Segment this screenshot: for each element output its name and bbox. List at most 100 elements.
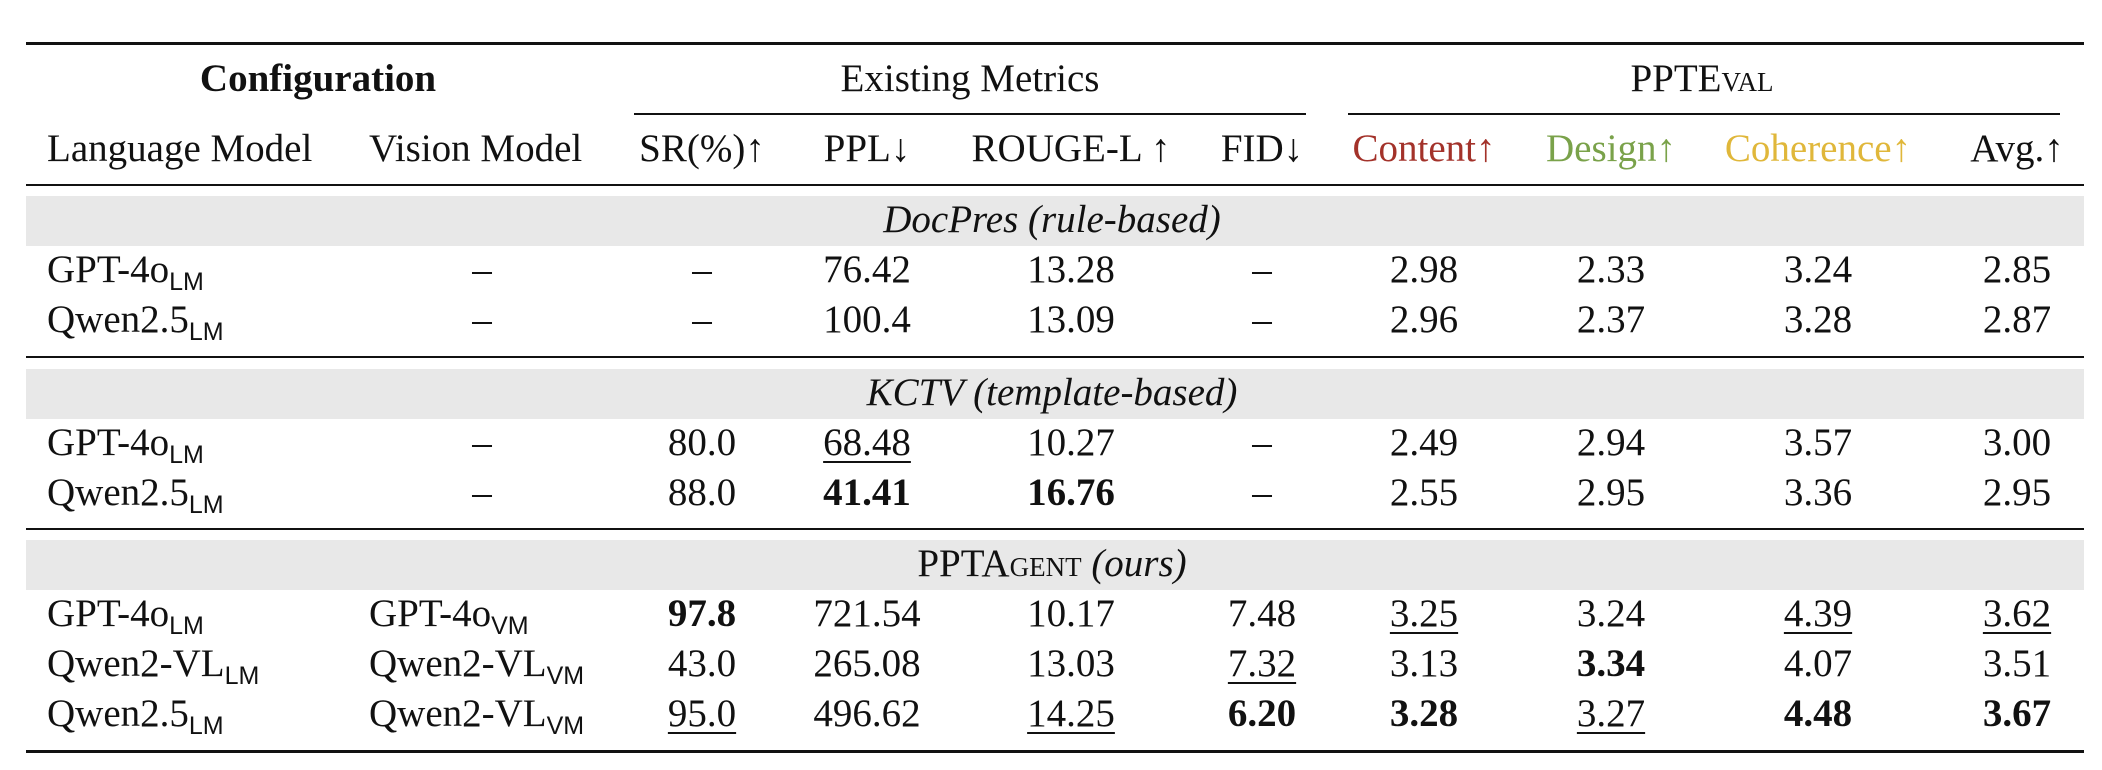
cell-content: 3.25 [1389, 592, 1459, 635]
cell-coherence: 4.39 [1783, 592, 1853, 635]
cell-design: 2.95 [1576, 471, 1646, 514]
cell-sr: – [692, 248, 712, 291]
section-title-docpres: DocPres (rule-based) [883, 198, 1221, 241]
cell-design: 2.37 [1576, 298, 1646, 341]
cell-design: 3.27 [1576, 692, 1646, 735]
header-rule [26, 184, 2084, 186]
cell-ppl: 41.41 [823, 471, 911, 514]
cell-avg: 3.00 [1982, 421, 2052, 464]
cell-fid: – [1252, 248, 1272, 291]
section-rule-2 [26, 528, 2084, 530]
cell-ppl: 721.54 [813, 592, 921, 635]
col-header-design: Design↑ [1546, 127, 1676, 170]
cell-fid: – [1252, 298, 1272, 341]
cell-ppl: 265.08 [813, 642, 921, 685]
col-header-vision-model: Vision Model [369, 127, 583, 170]
cell-language-model: GPT-4oLM [47, 420, 204, 478]
cell-language-model: Qwen2-VLLM [47, 641, 259, 699]
bottom-rule [26, 750, 2084, 753]
cell-language-model-text: GPT-4o [47, 421, 170, 464]
cell-language-model: Qwen2.5LM [47, 297, 224, 355]
cell-language-model-text: GPT-4o [47, 592, 170, 635]
col-header-rouge: ROUGE-L ↑ [971, 127, 1171, 170]
section-band-pptagent [26, 540, 2084, 590]
top-rule [26, 42, 2084, 45]
cell-vision-model: Qwen2-VLVM [369, 641, 584, 699]
cell-vision-model: – [472, 298, 492, 341]
cell-language-model-subscript: LM [224, 662, 260, 690]
cell-language-model-subscript: LM [188, 712, 224, 740]
existing-metrics-cmidrule [634, 113, 1306, 115]
cell-language-model: GPT-4oLM [47, 591, 204, 649]
cell-vision-model: – [472, 421, 492, 464]
cell-language-model-subscript: LM [169, 441, 204, 469]
cell-avg: 2.95 [1982, 471, 2052, 514]
cell-avg: 2.85 [1982, 248, 2052, 291]
cell-rouge: 16.76 [1027, 471, 1115, 514]
col-header-ppl: PPL↓ [823, 127, 911, 170]
cell-fid: – [1252, 471, 1272, 514]
col-header-content: Content↑ [1352, 127, 1496, 170]
cell-fid: 6.20 [1227, 692, 1297, 735]
cell-content: 2.98 [1389, 248, 1459, 291]
cell-sr: – [692, 298, 712, 341]
cell-design: 2.94 [1576, 421, 1646, 464]
cell-ppl: 76.42 [823, 248, 911, 291]
cell-ppl: 496.62 [813, 692, 921, 735]
cell-content: 3.13 [1389, 642, 1459, 685]
cell-sr: 97.8 [667, 592, 737, 635]
cell-coherence: 3.57 [1783, 421, 1853, 464]
cell-avg: 2.87 [1982, 298, 2052, 341]
cell-language-model-text: Qwen2.5 [47, 298, 189, 341]
cell-fid: – [1252, 421, 1272, 464]
cell-coherence: 3.24 [1783, 248, 1853, 291]
section-title-kctv: KCTV (template-based) [866, 371, 1238, 414]
cell-sr: 95.0 [667, 692, 737, 735]
ppteval-cmidrule [1348, 113, 2060, 115]
cell-coherence: 3.28 [1783, 298, 1853, 341]
cell-coherence: 3.36 [1783, 471, 1853, 514]
cell-vision-model: – [472, 471, 492, 514]
cell-design: 3.24 [1576, 592, 1646, 635]
cell-vision-model-text: GPT-4o [369, 592, 492, 635]
cell-vision-model-text: Qwen2-VL [369, 642, 547, 685]
cell-rouge: 13.09 [1027, 298, 1115, 341]
cell-language-model-text: GPT-4o [47, 248, 170, 291]
cell-ppl: 68.48 [823, 421, 911, 464]
group-header-configuration: Configuration [199, 57, 437, 100]
section-title-pptagent: PPTAgent (ours) [917, 541, 1186, 587]
cell-vision-model-subscript: VM [491, 612, 529, 640]
cell-language-model-text: Qwen2.5 [47, 692, 189, 735]
cell-language-model-subscript: LM [188, 491, 224, 519]
cell-vision-model: GPT-4oVM [369, 591, 529, 649]
section-rule-1 [26, 356, 2084, 358]
cell-vision-model-text: Qwen2-VL [369, 692, 547, 735]
cell-language-model-text: Qwen2-VL [47, 642, 225, 685]
col-header-language-model: Language Model [47, 127, 313, 170]
group-header-ppteval: PPTEval [1630, 57, 1774, 100]
cell-sr: 88.0 [667, 471, 737, 514]
cell-rouge: 14.25 [1027, 692, 1115, 735]
cell-sr: 43.0 [667, 642, 737, 685]
cell-vision-model: Qwen2-VLVM [369, 691, 584, 749]
col-header-coherence: Coherence↑ [1724, 127, 1912, 170]
cell-rouge: 13.03 [1027, 642, 1115, 685]
section-title-pptagent-suffix: (ours) [1091, 542, 1187, 585]
cell-vision-model: – [472, 248, 492, 291]
cell-coherence: 4.07 [1783, 642, 1853, 685]
cell-content: 2.55 [1389, 471, 1459, 514]
cell-coherence: 4.48 [1783, 692, 1853, 735]
col-header-sr: SR(%)↑ [639, 127, 765, 170]
cell-rouge: 10.27 [1027, 421, 1115, 464]
cell-design: 3.34 [1576, 642, 1646, 685]
section-title-pptagent-name: PPTAgent [917, 542, 1082, 585]
section-band-docpres [26, 196, 2084, 246]
cell-language-model: Qwen2.5LM [47, 470, 224, 528]
cell-fid: 7.32 [1227, 642, 1297, 685]
cell-fid: 7.48 [1227, 592, 1297, 635]
cell-vision-model-subscript: VM [546, 662, 585, 690]
cell-rouge: 10.17 [1027, 592, 1115, 635]
cell-language-model: Qwen2.5LM [47, 691, 224, 749]
cell-language-model-subscript: LM [188, 318, 224, 346]
col-header-avg: Avg.↑ [1970, 127, 2064, 170]
